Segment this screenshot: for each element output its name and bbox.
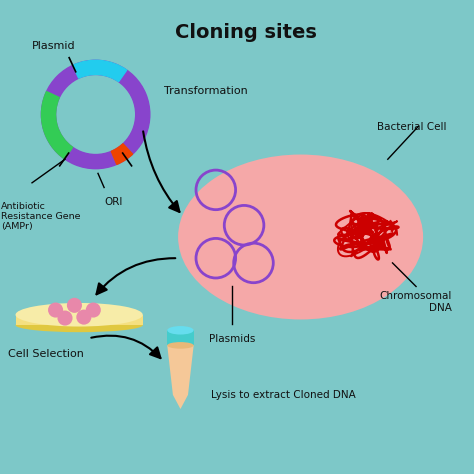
Ellipse shape (16, 318, 143, 332)
Ellipse shape (167, 342, 194, 349)
Circle shape (67, 298, 82, 313)
Text: Lysis to extract Cloned DNA: Lysis to extract Cloned DNA (211, 390, 356, 400)
Ellipse shape (16, 303, 143, 327)
Wedge shape (41, 91, 73, 159)
Text: Cloning sites: Cloning sites (175, 23, 318, 42)
Text: Plasmid: Plasmid (32, 41, 76, 51)
Text: Transformation: Transformation (164, 86, 248, 96)
Bar (16, 315, 143, 325)
Circle shape (86, 302, 101, 318)
Circle shape (57, 310, 73, 326)
Ellipse shape (167, 326, 194, 335)
Circle shape (48, 302, 63, 318)
Bar (167, 330, 194, 346)
Wedge shape (111, 144, 133, 164)
Text: Cell Selection: Cell Selection (9, 349, 84, 359)
Polygon shape (167, 346, 194, 409)
Text: Antibiotic
Resistance Gene
(AMPr): Antibiotic Resistance Gene (AMPr) (1, 201, 81, 231)
Text: Plasmids: Plasmids (209, 334, 255, 344)
Text: Bacterial Cell: Bacterial Cell (377, 121, 447, 132)
Circle shape (76, 310, 91, 325)
Text: Chromosomal
DNA: Chromosomal DNA (379, 291, 451, 313)
Text: ORI: ORI (104, 197, 122, 207)
Wedge shape (41, 60, 150, 169)
Ellipse shape (178, 155, 423, 319)
Wedge shape (73, 60, 127, 82)
